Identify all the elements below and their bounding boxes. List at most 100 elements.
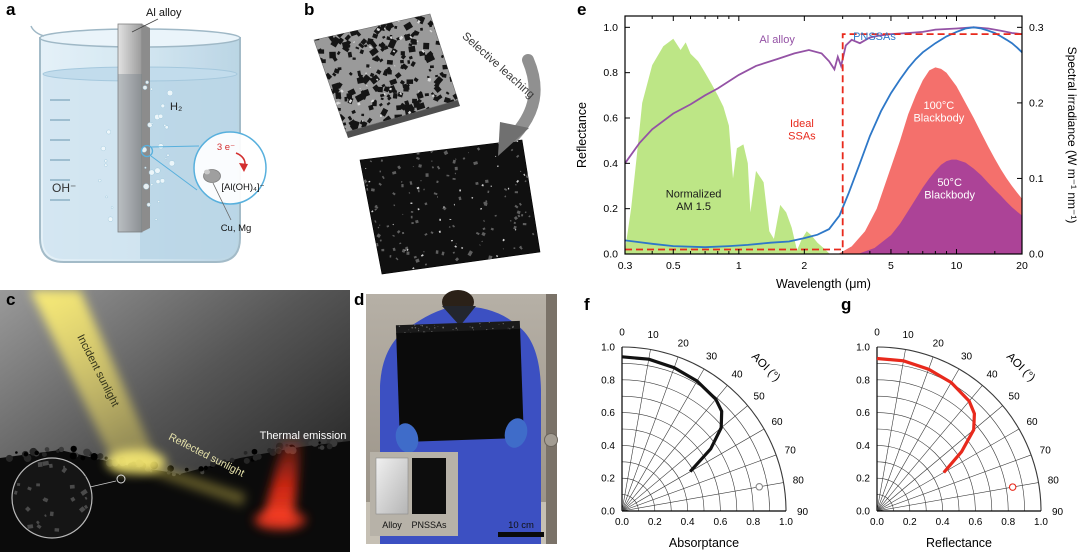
cu-mg-label: Cu, Mg	[221, 223, 252, 234]
angle-tick-label: 10	[648, 330, 660, 341]
inset-pnssa-sample	[412, 458, 446, 514]
r-tick-horizontal: 0.0	[615, 517, 629, 528]
r-tick-horizontal: 0.2	[903, 517, 917, 528]
door-handle	[544, 433, 558, 447]
angle-tick-label: 30	[961, 351, 973, 362]
panel-label-d: d	[354, 290, 365, 309]
series-0	[624, 26, 1023, 164]
polar-marker	[1008, 483, 1017, 491]
r-tick-vertical: 0.4	[856, 441, 870, 452]
thermal-emission-label: Thermal emission	[260, 430, 347, 442]
scale-bar	[498, 532, 544, 537]
y-left-tick-label: 0.2	[603, 203, 618, 215]
polar-marker	[755, 483, 764, 491]
angle-tick-label: 10	[903, 330, 915, 341]
panel-label-e: e	[577, 0, 587, 19]
aoi-reflectance-chart: 0.00.0 0.2 0.2 0.4 0.4 0.6 0.6 0.8 0.8 1.0 1.0 0 10 2…	[856, 328, 1064, 551]
graduation-marks	[50, 99, 70, 201]
aoi-absorptance-chart: 0.00.0 0.2 0.2 0.4 0.4 0.6 0.6 0.8 0.8 1.0 1.0 0 10 2…	[601, 328, 809, 551]
leaching-illustration: Selective leaching	[313, 13, 541, 275]
r-tick-vertical: 0.0	[601, 507, 615, 518]
zoom-connector-c	[89, 480, 117, 488]
r-tick-vertical: 0.8	[601, 375, 615, 386]
r-tick-horizontal: 0.4	[936, 517, 950, 528]
panel-f: f 0.0 0.0 0.2 0.2 0.4 0.4 0.6 0.6 0.8 0.8 1.0 1.0 0 1…	[570, 295, 825, 552]
angle-tick-label: 0	[874, 328, 880, 339]
radial-axis-title: Absorptance	[669, 536, 739, 550]
alloy-sheet-edge	[346, 100, 460, 138]
annotation-3: Normalized AM 1.5	[666, 188, 722, 213]
annotation-4: 100°C Blackbody	[913, 100, 964, 125]
polar-series	[876, 356, 977, 474]
board-porous-edge	[398, 321, 514, 334]
electrode-side	[142, 24, 150, 232]
electrons-label: 3 e⁻	[217, 142, 235, 153]
microstructure-texture	[13, 460, 89, 537]
aloh4-label: [Al(OH)₄]⁻	[221, 182, 264, 193]
angle-tick-label: 60	[771, 417, 783, 428]
angle-tick-label: 0	[619, 328, 625, 339]
x-tick-label: 10	[951, 260, 963, 272]
sample-board-group	[395, 320, 524, 443]
cu-mg-particle-highlight	[204, 169, 210, 175]
panel-g: g 0.0 0.0 0.2 0.2 0.4 0.4 0.6 0.6 0.8 0.8 1.0 1.0 0 1…	[825, 295, 1080, 552]
angle-tick-label: 70	[1040, 445, 1052, 456]
oh-label: OH⁻	[52, 181, 76, 195]
x-tick-label: 0.5	[666, 260, 681, 272]
y-right-tick-label: 0.1	[1029, 173, 1044, 185]
left-glove	[395, 423, 419, 453]
r-tick-horizontal: 0.8	[746, 517, 760, 528]
x-tick-label: 1	[736, 260, 742, 272]
angle-tick-label: 70	[785, 445, 797, 456]
r-tick-horizontal: 0.6	[968, 517, 982, 528]
x-tick-label: 0.3	[618, 260, 633, 272]
y-left-tick-label: 1.0	[603, 22, 618, 34]
electrode-submerged	[118, 74, 142, 232]
panel-label-f: f	[584, 295, 590, 314]
microstructure-zoom-circle	[11, 457, 93, 539]
sample-photo: Alloy PNSSAs 10 cm	[366, 290, 558, 544]
x-tick-label: 20	[1016, 260, 1028, 272]
absorber-rendering: Incident sunlight Reflected sunlight The…	[0, 290, 350, 552]
r-tick-horizontal: 0.2	[648, 517, 662, 528]
r-tick-horizontal: 0.6	[713, 517, 727, 528]
x-tick-label: 5	[888, 260, 894, 272]
y-right-axis-label: Spectral irradiance (W m⁻¹ nm⁻¹)	[1065, 47, 1078, 224]
angle-tick-label: 50	[754, 391, 766, 402]
r-tick-horizontal: 0.0	[870, 517, 884, 528]
sample-board	[396, 328, 524, 443]
series-2	[625, 33, 1022, 251]
angle-tick-label: 50	[1009, 391, 1021, 402]
angle-tick-label: 90	[797, 507, 809, 518]
thermal-beam	[262, 442, 301, 524]
r-tick-vertical: 0.6	[601, 408, 615, 419]
incident-beam	[30, 290, 156, 468]
annotation-0: Al alloy	[759, 34, 795, 46]
angle-tick-label: 80	[793, 475, 805, 486]
panel-c: c Incident sun	[0, 290, 350, 552]
r-tick-vertical: 0.4	[601, 441, 615, 452]
plot-border	[624, 15, 1023, 255]
spectra-chart: 0.3 0.5 1 2 5 10 200.00.20.40.60.81.00.00.10.2…	[575, 15, 1078, 291]
zoom-source-c	[116, 474, 126, 484]
panel-a: a	[0, 0, 300, 290]
angle-tick-label: 40	[986, 369, 998, 380]
beaker-spout	[30, 25, 45, 37]
area-0	[625, 38, 830, 255]
angle-tick-label: 30	[706, 351, 718, 362]
beaker-illustration: Al alloy H₂ OH⁻ 3 e⁻ [Al(OH)₄]⁻ Cu, Mg	[30, 7, 267, 263]
aoi-axis-label: AOI (°)	[1004, 351, 1038, 385]
r-tick-vertical: 0.2	[856, 474, 870, 485]
zoom-circle	[193, 131, 267, 205]
angle-tick-label: 90	[1052, 507, 1064, 518]
panel-label-b: b	[304, 0, 315, 19]
zoom-connector-top	[150, 145, 200, 148]
inset-alloy-sample	[375, 457, 409, 515]
inset-alloy-label: Alloy	[382, 520, 402, 530]
y-left-tick-label: 0.6	[603, 113, 618, 125]
r-tick-horizontal: 0.8	[1001, 517, 1015, 528]
panel-label-g: g	[841, 295, 852, 314]
reflected-beam	[139, 460, 246, 506]
cu-mg-leader	[212, 182, 232, 221]
